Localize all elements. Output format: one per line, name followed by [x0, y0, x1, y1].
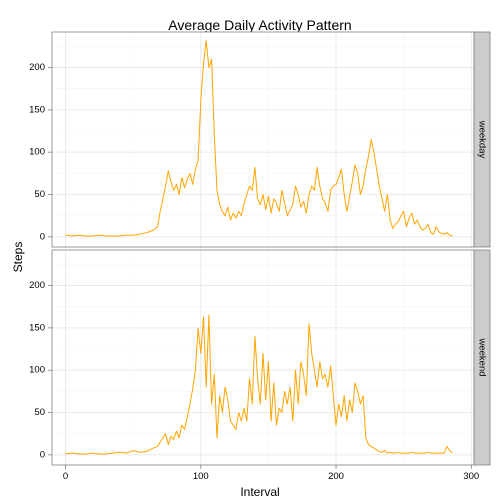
x-tick-label: 300	[463, 471, 479, 482]
panel-weekend: weekend 0 50 100 150 200	[29, 249, 491, 466]
x-tick-label: 100	[193, 471, 209, 482]
strip-label-weekend: weekend	[477, 337, 488, 376]
x-axis: 0 100 200 300	[63, 465, 479, 482]
facet-panels: weekday 0 50 100 150 200 weekend 0 50 100 150 200	[29, 31, 491, 466]
series-line-weekend	[65, 314, 453, 455]
series-line-weekday	[65, 40, 453, 237]
strip-background	[473, 31, 491, 248]
x-tick-label: 0	[63, 471, 68, 482]
y-tick-label: 150	[29, 104, 45, 115]
y-tick-label: 150	[29, 322, 45, 333]
x-axis-label: Interval	[240, 485, 279, 499]
y-tick-label: 100	[29, 147, 45, 158]
y-tick-label: 0	[40, 449, 45, 460]
chart-title: Average Daily Activity Pattern	[168, 17, 351, 33]
panel-weekday: weekday 0 50 100 150 200	[29, 31, 491, 248]
x-tick-label: 200	[328, 471, 344, 482]
y-tick-label: 0	[40, 231, 45, 242]
y-tick-label: 200	[29, 62, 45, 73]
strip-label-weekday: weekday	[477, 120, 488, 159]
y-tick-label: 50	[34, 189, 45, 200]
y-axis-label: Steps	[11, 242, 25, 273]
strip-background	[473, 249, 491, 466]
y-tick-label: 50	[34, 407, 45, 418]
y-tick-label: 200	[29, 280, 45, 291]
y-tick-label: 100	[29, 365, 45, 376]
